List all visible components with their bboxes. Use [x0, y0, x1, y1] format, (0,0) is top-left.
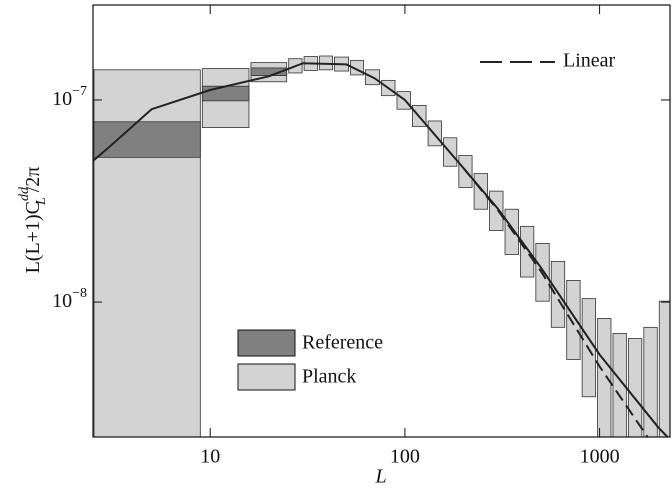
y-tick-base: 10	[52, 88, 72, 110]
error-box	[473, 173, 488, 210]
error-box	[520, 225, 535, 278]
x-axis-label: L	[374, 466, 386, 488]
error-box	[504, 208, 519, 255]
error-box	[566, 280, 581, 360]
x-tick-label: 10	[200, 446, 220, 468]
y-label-main: L(L+1)C	[22, 201, 44, 273]
y-label-tail: /2π	[22, 167, 44, 198]
legend-label: Linear	[563, 50, 616, 72]
y-tick-label: 10−7	[52, 84, 87, 109]
legend-label: Planck	[302, 366, 356, 388]
error-box	[658, 300, 670, 437]
error-box	[93, 121, 201, 158]
theory-line	[93, 62, 669, 437]
error-box	[643, 326, 658, 437]
x-tick-label: 1000	[580, 446, 620, 468]
x-tick-label: 100	[390, 446, 420, 468]
error-box	[489, 190, 504, 231]
theory-line	[462, 167, 649, 437]
y-tick-base: 10	[52, 290, 72, 312]
legend-swatch	[237, 363, 296, 391]
y-label-sub: L	[34, 197, 49, 206]
y-label-sup: dd	[17, 186, 32, 201]
legend-label: Reference	[302, 332, 383, 354]
error-box	[396, 91, 411, 110]
error-box	[612, 332, 627, 437]
y-tick-exponent: −8	[72, 286, 87, 301]
frame	[92, 4, 671, 438]
error-box	[597, 318, 612, 437]
error-box	[201, 85, 250, 102]
y-axis-label: L(L+1)CddL /2π	[17, 167, 49, 274]
legend-swatch	[237, 329, 296, 357]
plot-area	[93, 55, 670, 437]
y-tick-label: 10−8	[52, 286, 87, 311]
y-tick-exponent: −7	[72, 84, 87, 99]
